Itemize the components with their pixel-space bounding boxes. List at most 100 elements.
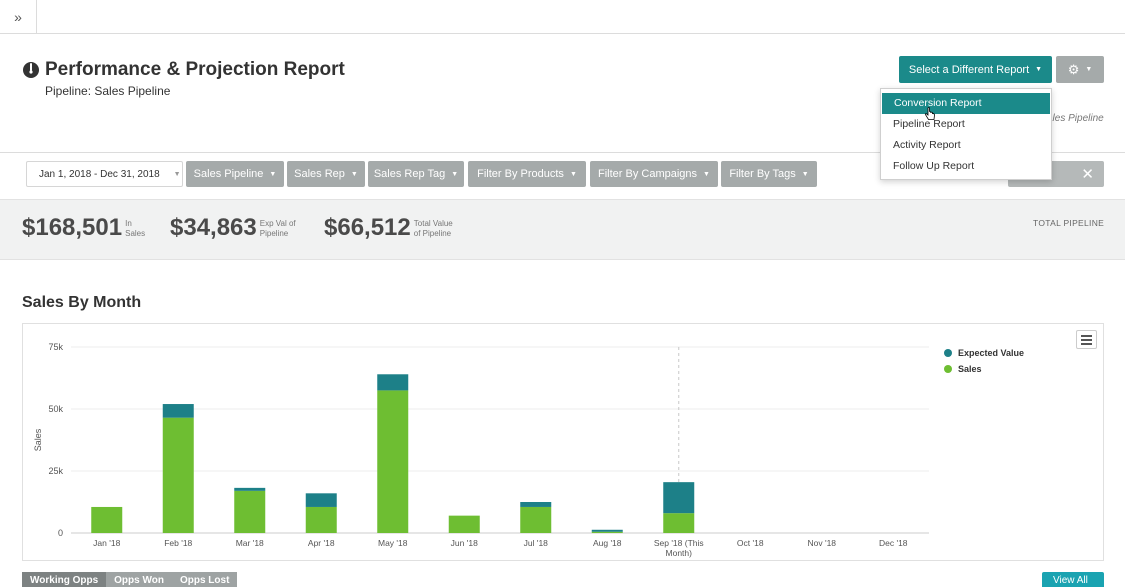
stat-label: Exp Val of Pipeline xyxy=(259,219,296,238)
tab-opps-lost[interactable]: Opps Lost xyxy=(171,572,238,587)
bar-expected-value xyxy=(591,529,623,532)
caret-down-icon: ▼ xyxy=(703,170,710,178)
filter-button-label: Sales Rep xyxy=(294,168,345,180)
filter-sales-rep-button[interactable]: Sales Rep ▼ xyxy=(287,161,365,187)
title-row: Performance & Projection Report xyxy=(22,59,345,81)
stat-value: $66,512 xyxy=(324,214,411,241)
page-title: Performance & Projection Report xyxy=(45,59,345,80)
filter-button-label: Filter By Campaigns xyxy=(598,168,698,180)
settings-button[interactable]: ⚙ ▼ xyxy=(1056,56,1104,83)
stat-label: Total Value of Pipeline xyxy=(413,219,453,238)
bar-sales xyxy=(520,506,552,533)
page-subtitle: Pipeline: Sales Pipeline xyxy=(45,84,171,98)
bar-sales xyxy=(377,390,409,533)
x-tick-label: Aug '18 xyxy=(593,538,622,548)
hand-pointer-icon xyxy=(924,107,935,120)
y-tick-label: 0 xyxy=(58,528,63,538)
sales-by-month-chart: 0 25k 50k 75k Sales Jan '18 Feb '18 Mar '18 Apr … xyxy=(22,323,1104,561)
legend-marker xyxy=(944,365,952,373)
filter-button-label: Filter By Products xyxy=(477,168,564,180)
opportunity-tabs: Working Opps Opps Won Opps Lost xyxy=(22,572,238,587)
bar-sales xyxy=(162,417,194,533)
legend-label: Sales xyxy=(958,364,982,374)
x-tick-label: May '18 xyxy=(378,538,408,548)
bar-expected-value xyxy=(377,374,409,391)
y-tick-label: 75k xyxy=(48,342,63,352)
top-bar: » xyxy=(0,0,1125,34)
x-tick-label: Jan '18 xyxy=(93,538,120,548)
stat-total-value-pipeline: $66,512 Total Value of Pipeline xyxy=(324,214,460,242)
bar-sales xyxy=(448,515,480,533)
bar-expected-value xyxy=(234,487,266,491)
stat-value: $34,863 xyxy=(170,214,257,241)
x-tick-label: Jun '18 xyxy=(451,538,478,548)
x-tick-label: Mar '18 xyxy=(236,538,264,548)
section-title: Sales By Month xyxy=(22,294,142,311)
select-report-button[interactable]: Select a Different Report ▼ xyxy=(899,56,1052,83)
filter-sales-rep-tag-button[interactable]: Sales Rep Tag ▼ xyxy=(368,161,464,187)
caret-down-icon: ▼ xyxy=(1035,66,1043,73)
legend-marker xyxy=(944,349,952,357)
bar-sales xyxy=(234,490,266,533)
x-tick-label: Nov '18 xyxy=(807,538,836,548)
y-tick-label: 25k xyxy=(48,466,63,476)
x-tick-label: Oct '18 xyxy=(737,538,764,548)
x-tick-label: Apr '18 xyxy=(308,538,335,548)
dashboard-gauge-icon xyxy=(23,62,39,78)
bar-expected-value xyxy=(663,482,695,514)
bar-sales xyxy=(591,531,623,533)
tab-working-opps[interactable]: Working Opps xyxy=(22,572,107,587)
x-tick-label: Sep '18 (This xyxy=(654,538,704,548)
filter-button-label: Filter By Tags xyxy=(729,168,796,180)
filter-button-label: Sales Rep Tag xyxy=(373,168,446,180)
caret-down-icon: ▼ xyxy=(269,170,277,178)
tab-opps-won[interactable]: Opps Won xyxy=(106,572,172,587)
x-tick-label: Dec '18 xyxy=(879,538,908,548)
dropdown-item-pipeline-report[interactable]: Pipeline Report xyxy=(893,118,965,130)
x-tick-label: Feb '18 xyxy=(164,538,192,548)
caret-down-icon: ▼ xyxy=(173,170,181,178)
date-range-picker[interactable]: Jan 1, 2018 - Dec 31, 2018 ▼ xyxy=(26,161,183,187)
chart-menu-button[interactable] xyxy=(1076,330,1097,349)
filter-by-products-button[interactable]: Filter By Products ▼ xyxy=(468,161,586,187)
caret-down-icon: ▼ xyxy=(1085,66,1093,73)
expand-sidebar-button[interactable]: » xyxy=(0,0,37,33)
bar-sales xyxy=(305,506,337,533)
bar-expected-value xyxy=(305,493,337,507)
filter-button-label: Sales Pipeline xyxy=(193,168,264,180)
bar-sales xyxy=(91,506,123,533)
stat-value: $168,501 xyxy=(22,214,123,241)
stat-exp-val-pipeline: $34,863 Exp Val of Pipeline xyxy=(170,214,306,242)
chart-canvas: 0 25k 50k 75k Sales Jan '18 Feb '18 Mar '18 Apr … xyxy=(33,342,1024,558)
x-tick-label: Month) xyxy=(666,548,693,558)
bar-expected-value xyxy=(520,502,552,507)
caret-down-icon: ▼ xyxy=(451,170,459,178)
bar-expected-value xyxy=(162,404,194,418)
total-pipeline-label: TOTAL PIPELINE xyxy=(1033,218,1105,228)
y-tick-label: 50k xyxy=(48,404,63,414)
date-range-value: Jan 1, 2018 - Dec 31, 2018 xyxy=(39,168,160,180)
stat-in-sales: $168,501 In Sales xyxy=(22,214,171,242)
caret-down-icon: ▼ xyxy=(350,170,358,178)
caret-down-icon: ▼ xyxy=(569,170,577,178)
filter-sales-pipeline-button[interactable]: Sales Pipeline ▼ xyxy=(186,161,284,187)
dropdown-item-conversion-report[interactable]: Conversion Report xyxy=(882,93,1050,114)
dropdown-item-activity-report[interactable]: Activity Report xyxy=(893,139,961,151)
summary-stats-bar: $168,501 In Sales $34,863 Exp Val of Pipel… xyxy=(0,199,1125,260)
double-chevron-right-icon: » xyxy=(14,8,22,25)
view-all-button[interactable]: View All xyxy=(1042,572,1104,587)
caret-down-icon: ▼ xyxy=(801,170,809,178)
filter-by-campaigns-button[interactable]: Filter By Campaigns ▼ xyxy=(590,161,718,187)
report-dropdown-menu: Conversion Report Pipeline Report Activi… xyxy=(880,88,1052,180)
pipeline-label: ales Pipeline xyxy=(1047,113,1104,124)
y-axis-label: Sales xyxy=(33,428,43,451)
select-report-label: Select a Different Report xyxy=(908,63,1030,76)
bar-sales xyxy=(663,513,695,533)
gear-icon: ⚙ xyxy=(1067,61,1080,77)
x-tick-label: Jul '18 xyxy=(524,538,549,548)
close-icon[interactable]: ✕ xyxy=(1081,166,1094,183)
dropdown-item-follow-up-report[interactable]: Follow Up Report xyxy=(893,160,975,172)
filter-by-tags-button[interactable]: Filter By Tags ▼ xyxy=(721,161,817,187)
hamburger-icon xyxy=(1081,334,1092,337)
stat-label: In Sales xyxy=(125,219,146,238)
